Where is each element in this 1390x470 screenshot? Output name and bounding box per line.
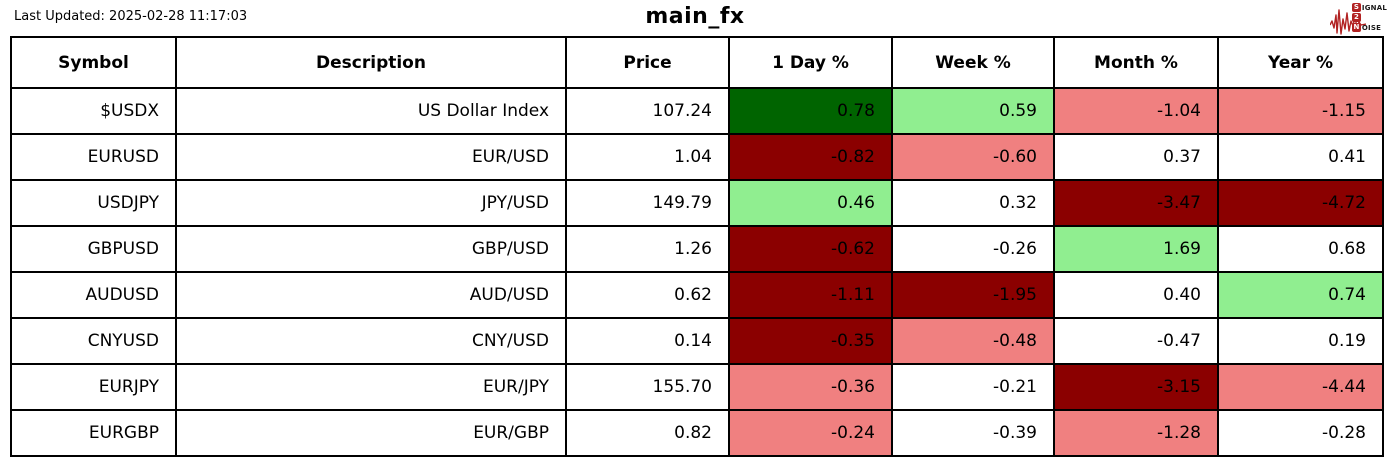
- logo-box-n: N: [1351, 23, 1361, 32]
- table-row-gbpusd: GBPUSD GBP/USD 1.26 -0.62 -0.26 1.69 0.68: [10, 225, 1384, 273]
- table-row-usdx: $USDX US Dollar Index 107.24 0.78 0.59 -1.04-…: [10, 87, 1384, 135]
- description-cell: EUR/JPY: [175, 363, 567, 411]
- pct-cell-1-day: -0.35: [728, 317, 893, 365]
- table-row-cnyusd: CNYUSD CNY/USD 0.14 -0.35 -0.48 -0.47 0.19: [10, 317, 1384, 365]
- col-header-price: Price: [565, 36, 730, 89]
- col-header-year: Year %: [1217, 36, 1384, 89]
- pct-cell-month: -0.47: [1053, 317, 1219, 365]
- logo-line-noise: N OISE: [1351, 23, 1387, 32]
- pct-cell-month: -1.04: [1053, 87, 1219, 135]
- pct-cell-month: 0.40: [1053, 271, 1219, 319]
- pct-cell-month: 1.69: [1053, 225, 1219, 273]
- signal2noise-logo: S IGNAL 2 N OISE: [1330, 2, 1388, 38]
- logo-text: S IGNAL 2 N OISE: [1351, 3, 1387, 32]
- symbol-cell: GBPUSD: [10, 225, 177, 273]
- symbol-cell: EURUSD: [10, 133, 177, 181]
- pct-cell-year: -1.15: [1217, 87, 1384, 135]
- symbol-cell: EURJPY: [10, 363, 177, 411]
- pct-cell-week: -1.95: [891, 271, 1055, 319]
- price-cell: 0.62: [565, 271, 730, 319]
- pct-cell-week: -0.60: [891, 133, 1055, 181]
- symbol-cell: $USDX: [10, 87, 177, 135]
- pct-cell-year: 0.19: [1217, 317, 1384, 365]
- pct-cell-1-day: -0.24: [728, 409, 893, 457]
- last-updated-label: Last Updated: 2025-02-28 11:17:03: [14, 9, 248, 24]
- table-row-eurgbp: EURGBP EUR/GBP 0.82 -0.24 -0.39 -1.28 -0.28: [10, 409, 1384, 457]
- table-row-audusd: AUDUSD AUD/USD 0.62 -1.11 -1.95 0.40 0.74: [10, 271, 1384, 319]
- table-row-usdjpy: USDJPY JPY/USD 149.79 0.46 0.32 -3.47 -4.72: [10, 179, 1384, 227]
- pct-cell-1-day: -0.36: [728, 363, 893, 411]
- logo-box-s: S: [1351, 3, 1361, 12]
- description-cell: US Dollar Index: [175, 87, 567, 135]
- pct-cell-year: -4.44: [1217, 363, 1384, 411]
- pct-cell-year: -0.28: [1217, 409, 1384, 457]
- description-cell: AUD/USD: [175, 271, 567, 319]
- pct-cell-1-day: 0.46: [728, 179, 893, 227]
- pct-cell-year: -4.72: [1217, 179, 1384, 227]
- table-row-eurjpy: EURJPY EUR/JPY 155.70 -0.36 -0.21 -3.15 -4.44: [10, 363, 1384, 411]
- pct-cell-week: 0.59: [891, 87, 1055, 135]
- description-cell: EUR/USD: [175, 133, 567, 181]
- pct-cell-week: 0.32: [891, 179, 1055, 227]
- col-header-week: Week %: [891, 36, 1055, 89]
- description-cell: GBP/USD: [175, 225, 567, 273]
- pct-cell-week: -0.48: [891, 317, 1055, 365]
- pct-cell-year: 0.74: [1217, 271, 1384, 319]
- page-title: main_fx: [645, 4, 745, 29]
- pct-cell-week: -0.21: [891, 363, 1055, 411]
- pct-cell-week: -0.39: [891, 409, 1055, 457]
- fx-table-header: Symbol Description Price 1 Day % Week % Month…: [10, 36, 1384, 89]
- pct-cell-month: 0.37: [1053, 133, 1219, 181]
- col-header-description: Description: [175, 36, 567, 89]
- price-cell: 1.04: [565, 133, 730, 181]
- symbol-cell: CNYUSD: [10, 317, 177, 365]
- description-cell: EUR/GBP: [175, 409, 567, 457]
- pct-cell-month: -1.28: [1053, 409, 1219, 457]
- pct-cell-year: 0.68: [1217, 225, 1384, 273]
- logo-rest-ignal: IGNAL: [1361, 3, 1387, 12]
- price-cell: 0.14: [565, 317, 730, 365]
- header-row: Symbol Description Price 1 Day % Week % Month…: [10, 36, 1384, 89]
- fx-table-wrap: Symbol Description Price 1 Day % Week % Month…: [10, 36, 1384, 457]
- pct-cell-1-day: -0.62: [728, 225, 893, 273]
- fx-table-body: $USDX US Dollar Index 107.24 0.78 0.59 -1.04-…: [10, 87, 1384, 457]
- col-header-1-day: 1 Day %: [728, 36, 893, 89]
- logo-line-signal: S IGNAL: [1351, 3, 1387, 12]
- symbol-cell: EURGBP: [10, 409, 177, 457]
- col-header-symbol: Symbol: [10, 36, 177, 89]
- pct-cell-1-day: -0.82: [728, 133, 893, 181]
- logo-line-2: 2: [1351, 13, 1387, 22]
- pct-cell-1-day: 0.78: [728, 87, 893, 135]
- pct-cell-month: -3.15: [1053, 363, 1219, 411]
- pct-cell-week: -0.26: [891, 225, 1055, 273]
- price-cell: 0.82: [565, 409, 730, 457]
- pct-cell-year: 0.41: [1217, 133, 1384, 181]
- pct-cell-1-day: -1.11: [728, 271, 893, 319]
- price-cell: 149.79: [565, 179, 730, 227]
- fx-table: Symbol Description Price 1 Day % Week % Month…: [10, 36, 1384, 457]
- description-cell: CNY/USD: [175, 317, 567, 365]
- price-cell: 155.70: [565, 363, 730, 411]
- table-row-eurusd: EURUSD EUR/USD 1.04 -0.82 -0.60 0.37 0.41: [10, 133, 1384, 181]
- price-cell: 1.26: [565, 225, 730, 273]
- description-cell: JPY/USD: [175, 179, 567, 227]
- col-header-month: Month %: [1053, 36, 1219, 89]
- logo-box-2: 2: [1351, 13, 1361, 22]
- symbol-cell: AUDUSD: [10, 271, 177, 319]
- symbol-cell: USDJPY: [10, 179, 177, 227]
- logo-rest-oise: OISE: [1361, 23, 1382, 32]
- pct-cell-month: -3.47: [1053, 179, 1219, 227]
- price-cell: 107.24: [565, 87, 730, 135]
